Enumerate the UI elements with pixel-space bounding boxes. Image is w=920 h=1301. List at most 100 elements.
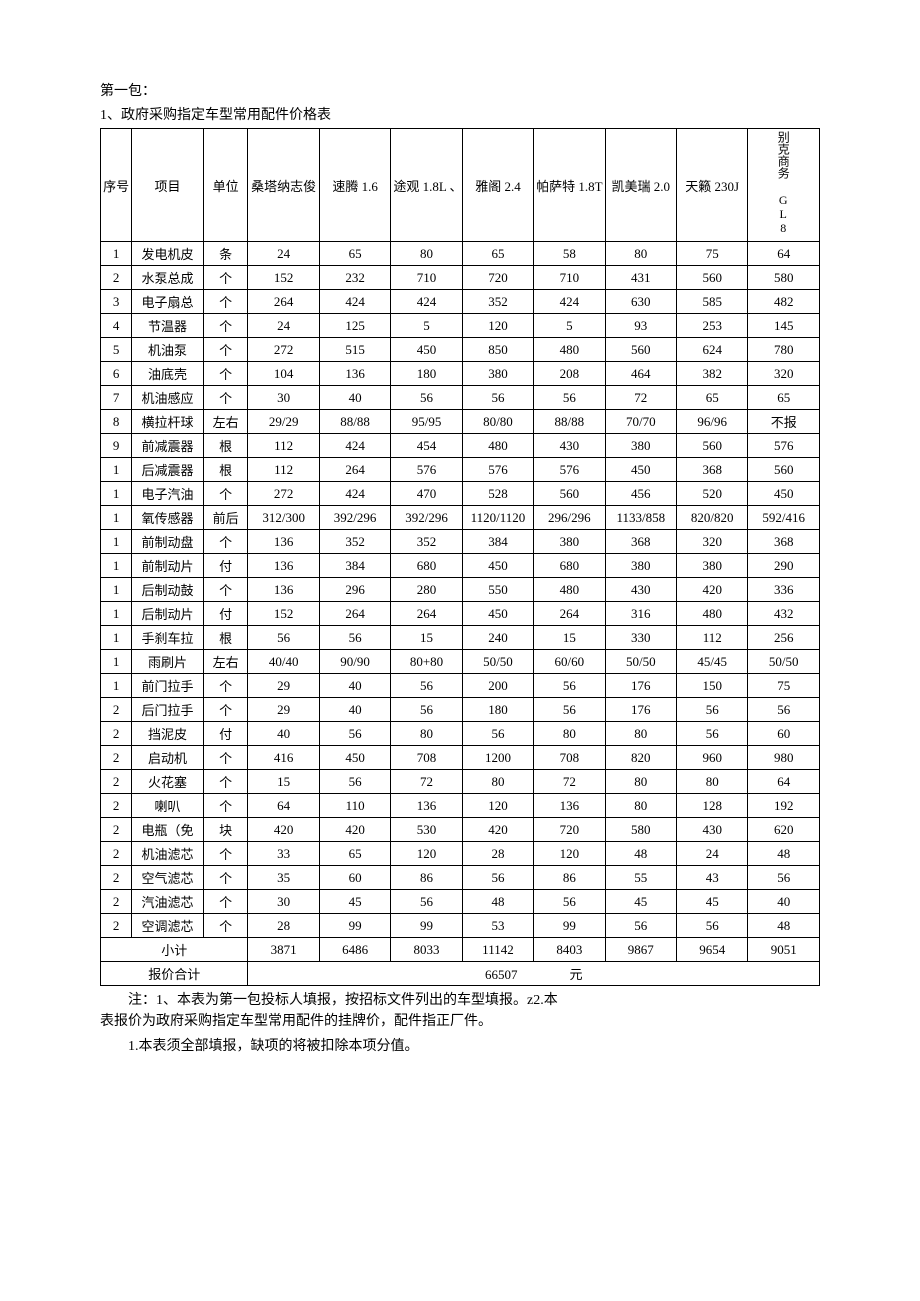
cell-value: 28	[248, 914, 319, 938]
cell-value: 35	[248, 866, 319, 890]
cell-value: 128	[677, 794, 748, 818]
cell-unit: 个	[203, 578, 248, 602]
cell-value: 150	[677, 674, 748, 698]
cell-value: 480	[534, 578, 605, 602]
cell-unit: 根	[203, 458, 248, 482]
total-row: 报价合计 66507 元	[101, 962, 820, 986]
cell-value: 86	[534, 866, 605, 890]
cell-value: 960	[677, 746, 748, 770]
cell-unit: 个	[203, 914, 248, 938]
cell-value: 29	[248, 674, 319, 698]
cell-value: 576	[391, 458, 462, 482]
col-unit: 单位	[203, 129, 248, 242]
cell-value: 104	[248, 362, 319, 386]
cell-seq: 2	[101, 266, 132, 290]
cell-value: 424	[319, 482, 390, 506]
cell-value: 29/29	[248, 410, 319, 434]
cell-value: 65	[319, 842, 390, 866]
cell-value: 320	[748, 362, 820, 386]
cell-value: 392/296	[319, 506, 390, 530]
table-row: 2喇叭个6411013612013680128192	[101, 794, 820, 818]
col-car-7: 别克商务 GL8	[748, 129, 820, 242]
cell-item: 前制动盘	[132, 530, 203, 554]
cell-value: 43	[677, 866, 748, 890]
cell-value: 176	[605, 698, 676, 722]
cell-seq: 2	[101, 722, 132, 746]
cell-seq: 8	[101, 410, 132, 434]
cell-value: 56	[605, 914, 676, 938]
table-row: 1前制动盘个136352352384380368320368	[101, 530, 820, 554]
cell-value: 470	[391, 482, 462, 506]
note-line-3: 1.本表须全部填报，缺项的将被扣除本项分值。	[100, 1036, 820, 1057]
cell-value: 352	[319, 530, 390, 554]
cell-value: 80	[605, 722, 676, 746]
table-row: 5机油泵个272515450850480560624780	[101, 338, 820, 362]
cell-value: 15	[391, 626, 462, 650]
cell-value: 56	[319, 770, 390, 794]
cell-value: 456	[605, 482, 676, 506]
cell-unit: 左右	[203, 410, 248, 434]
cell-value: 5	[534, 314, 605, 338]
cell-value: 60	[748, 722, 820, 746]
cell-value: 24	[248, 314, 319, 338]
cell-value: 24	[248, 242, 319, 266]
cell-value: 384	[462, 530, 533, 554]
cell-seq: 2	[101, 842, 132, 866]
cell-value: 75	[677, 242, 748, 266]
cell-unit: 左右	[203, 650, 248, 674]
cell-value: 630	[605, 290, 676, 314]
cell-value: 112	[677, 626, 748, 650]
table-row: 2机油滤芯个336512028120482448	[101, 842, 820, 866]
cell-seq: 1	[101, 482, 132, 506]
table-row: 6油底壳个104136180380208464382320	[101, 362, 820, 386]
cell-value: 40	[248, 722, 319, 746]
cell-value: 482	[748, 290, 820, 314]
cell-unit: 个	[203, 842, 248, 866]
cell-value: 480	[534, 338, 605, 362]
cell-value: 99	[319, 914, 390, 938]
cell-value: 56	[462, 866, 533, 890]
cell-item: 前制动片	[132, 554, 203, 578]
cell-value: 820/820	[677, 506, 748, 530]
cell-value: 53	[462, 914, 533, 938]
subtotal-1: 6486	[319, 938, 390, 962]
cell-value: 560	[748, 458, 820, 482]
cell-value: 75	[748, 674, 820, 698]
cell-value: 58	[534, 242, 605, 266]
cell-value: 450	[605, 458, 676, 482]
col-car-3: 雅阁 2.4	[462, 129, 533, 242]
cell-value: 56	[534, 890, 605, 914]
cell-value: 33	[248, 842, 319, 866]
cell-unit: 个	[203, 674, 248, 698]
cell-value: 125	[319, 314, 390, 338]
cell-value: 392/296	[391, 506, 462, 530]
cell-value: 264	[319, 602, 390, 626]
cell-item: 后制动片	[132, 602, 203, 626]
cell-seq: 1	[101, 506, 132, 530]
cell-unit: 个	[203, 746, 248, 770]
cell-value: 88/88	[534, 410, 605, 434]
cell-value: 368	[605, 530, 676, 554]
cell-value: 45/45	[677, 650, 748, 674]
table-row: 1氧传感器前后312/300392/296392/2961120/1120296…	[101, 506, 820, 530]
cell-value: 330	[605, 626, 676, 650]
cell-value: 64	[748, 770, 820, 794]
cell-value: 86	[391, 866, 462, 890]
cell-item: 机油感应	[132, 386, 203, 410]
cell-seq: 2	[101, 914, 132, 938]
cell-value: 296	[319, 578, 390, 602]
cell-value: 80	[605, 770, 676, 794]
cell-seq: 9	[101, 434, 132, 458]
total-value: 66507 元	[248, 962, 820, 986]
cell-seq: 1	[101, 530, 132, 554]
cell-unit: 个	[203, 386, 248, 410]
table-row: 1电子汽油个272424470528560456520450	[101, 482, 820, 506]
col-car-1: 速腾 1.6	[319, 129, 390, 242]
cell-value: 29	[248, 698, 319, 722]
cell-seq: 2	[101, 818, 132, 842]
cell-unit: 个	[203, 698, 248, 722]
package-label: 第一包：	[100, 80, 820, 100]
cell-value: 112	[248, 434, 319, 458]
cell-item: 后门拉手	[132, 698, 203, 722]
cell-value: 208	[534, 362, 605, 386]
